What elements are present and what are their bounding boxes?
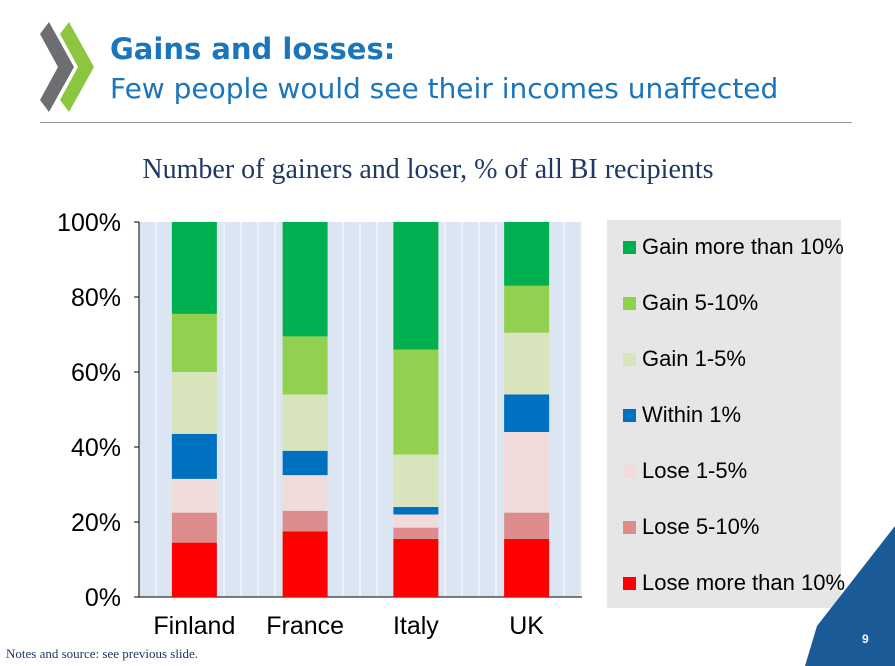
bar-segment [504,285,550,333]
source-note: Notes and source: see previous slide. [6,646,199,661]
legend-label: Gain more than 10% [642,234,844,259]
y-tick-label: 100% [57,209,121,237]
legend-item: Lose more than 10% [623,570,845,596]
bar-segment [393,507,439,515]
legend-label: Lose more than 10% [642,570,846,595]
legend-swatch [623,408,636,422]
legend-label: Lose 1-5% [642,458,748,483]
legend-label: Gain 1-5% [642,346,746,371]
legend-swatch [623,464,636,478]
bar-segment [171,372,217,434]
bar-segment [393,222,439,350]
bar-segment [393,527,439,539]
legend-item: Gain 5-10% [623,290,758,316]
oecd-logo-chevrons-icon [40,22,94,112]
bar-segment [282,531,328,597]
x-tick-label: UK [509,612,544,640]
legend-swatch [623,296,636,310]
x-tick-label: Italy [393,612,439,640]
bar-segment [504,432,550,513]
bar-segment [393,349,439,455]
bar-segment [171,222,217,314]
bar-segment [504,394,550,432]
y-tick-label: 40% [71,434,121,462]
legend-label: Gain 5-10% [642,290,759,315]
legend-item: Lose 1-5% [623,458,747,484]
bar-segment [282,222,328,337]
bar-segment [171,313,217,372]
bar-segment [282,450,328,476]
slide-subtitle: Few people would see their incomes unaff… [110,72,779,105]
page-number: 9 [862,632,869,646]
legend-label: Lose 5-10% [642,514,760,539]
bar-segment [504,512,550,539]
bar-segment [282,394,328,451]
bar-segment [504,222,550,286]
bar-segment [504,538,550,597]
y-tick-label: 80% [71,284,121,312]
bar-segment [282,510,328,532]
legend-item: Within 1% [623,402,741,428]
bar-segment [393,538,439,597]
bar-segment [393,454,439,507]
bar-segment [504,332,550,395]
bar-segment [171,433,217,479]
corner-decoration [805,526,895,666]
bar-segment [171,478,217,513]
legend-label: Within 1% [642,402,742,427]
legend-item: Lose 5-10% [623,514,759,540]
y-tick-label: 20% [71,509,121,537]
legend-item: Gain 1-5% [623,346,746,372]
legend-swatch [623,352,636,366]
bar-segment [171,512,217,543]
y-tick-label: 0% [85,584,121,612]
bar-segment [282,336,328,395]
bar-segment [282,475,328,511]
slide-title: Gains and losses: [110,32,396,66]
x-tick-label: France [266,612,344,640]
bar-segment [393,514,439,528]
chart-title: Number of gainers and loser, % of all BI… [142,154,714,185]
bar-segment [171,542,217,597]
legend-swatch [623,520,636,534]
legend-swatch [623,240,636,254]
header-divider [40,122,852,123]
legend-item: Gain more than 10% [623,234,844,260]
x-tick-label: Finland [153,612,235,640]
chart-legend: Gain more than 10% Gain 5-10% Gain 1-5% Wit… [607,220,845,608]
legend-swatch [623,576,636,590]
y-tick-label: 60% [71,359,121,387]
